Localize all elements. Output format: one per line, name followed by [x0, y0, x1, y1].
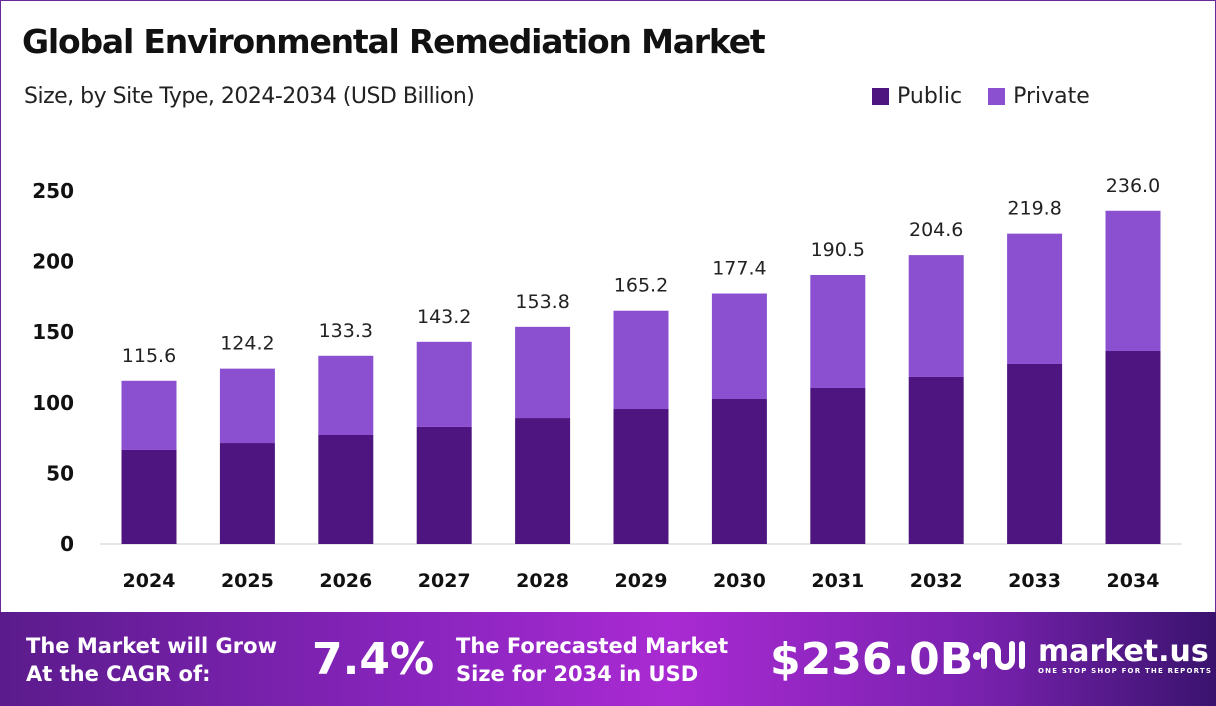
cagr-label-line: The Market will Grow [26, 634, 277, 658]
logo-name: market.us [1038, 634, 1209, 669]
market-us-logo: market.us ONE STOP SHOP FOR THE REPORTS [972, 636, 1212, 676]
bar-private [1105, 210, 1161, 351]
x-tick-label: 2034 [1107, 570, 1160, 592]
summary-banner: The Market will Grow At the CAGR of: 7.4%… [0, 612, 1216, 706]
legend-swatch-public [872, 88, 889, 105]
legend-swatch-private [988, 88, 1006, 105]
legend: Public Private [872, 84, 1090, 109]
x-tick-label: 2031 [811, 570, 864, 592]
x-tick-label: 2027 [418, 570, 471, 592]
legend-label: Public [897, 84, 963, 109]
x-tick-label: 2030 [713, 570, 766, 592]
total-data-label: 143.2 [417, 306, 471, 328]
legend-item-private: Private [988, 84, 1090, 109]
x-tick-label: 2033 [1008, 570, 1061, 592]
x-tick-label: 2025 [221, 570, 274, 592]
cagr-value: 7.4% [312, 634, 435, 685]
legend-item-public: Public [872, 84, 962, 109]
y-tick-label: 200 [32, 250, 74, 274]
total-data-label: 124.2 [220, 333, 274, 355]
logo-icon [973, 641, 1025, 670]
bar-public [318, 434, 374, 544]
y-tick-label: 0 [60, 532, 74, 556]
bar-chart: 0 50 100 150 200 250 115.6 2024 124.2 2025 133.3 20… [32, 175, 1182, 592]
forecast-label-line: Size for 2034 in USD [456, 662, 699, 686]
forecast-value: $236.0B [770, 634, 974, 685]
bar-public [416, 426, 472, 544]
x-tick-label: 2032 [910, 570, 963, 592]
bar-private [121, 380, 177, 450]
bar-public [219, 443, 275, 544]
x-tick-label: 2029 [615, 570, 668, 592]
total-data-label: 153.8 [515, 291, 569, 313]
bar-private [219, 368, 275, 444]
forecast-label: The Forecasted Market Size for 2034 in US… [456, 632, 728, 688]
total-data-label: 219.8 [1007, 198, 1061, 220]
cagr-label: The Market will Grow At the CAGR of: [26, 632, 277, 688]
bar-private [318, 355, 374, 435]
bar-private [908, 255, 964, 377]
bar-private [416, 341, 472, 427]
total-data-label: 190.5 [811, 239, 865, 261]
bar-public [613, 409, 669, 544]
bar-public [515, 418, 571, 544]
y-tick-label: 150 [32, 320, 74, 344]
bar-public [810, 387, 866, 544]
x-tick-label: 2026 [319, 570, 372, 592]
chart-subtitle: Size, by Site Type, 2024-2034 (USD Billi… [24, 84, 475, 109]
y-tick-label: 250 [32, 179, 74, 203]
total-data-label: 236.0 [1106, 175, 1160, 197]
x-tick-label: 2024 [123, 570, 176, 592]
bar-public [121, 449, 177, 544]
y-tick-label: 50 [46, 461, 74, 485]
cagr-label-line: At the CAGR of: [26, 662, 211, 686]
total-data-label: 115.6 [122, 345, 176, 367]
total-data-label: 165.2 [614, 275, 668, 297]
bar-private [1007, 233, 1063, 364]
total-data-label: 204.6 [909, 219, 963, 241]
total-data-label: 177.4 [712, 258, 766, 280]
bar-public [711, 398, 767, 544]
bar-private [711, 293, 767, 399]
logo-tagline: ONE STOP SHOP FOR THE REPORTS [1038, 667, 1213, 675]
bar-public [908, 376, 964, 544]
x-tick-label: 2028 [516, 570, 569, 592]
bar-private [810, 275, 866, 388]
chart-title: Global Environmental Remediation Market [22, 22, 766, 61]
forecast-label-line: The Forecasted Market [456, 634, 729, 658]
total-data-label: 133.3 [319, 320, 373, 342]
y-tick-label: 100 [32, 391, 74, 415]
bar-private [515, 326, 571, 419]
bar-private [613, 310, 669, 410]
bar-public [1007, 363, 1063, 544]
bar-public [1105, 350, 1161, 544]
legend-label: Private [1013, 84, 1090, 109]
